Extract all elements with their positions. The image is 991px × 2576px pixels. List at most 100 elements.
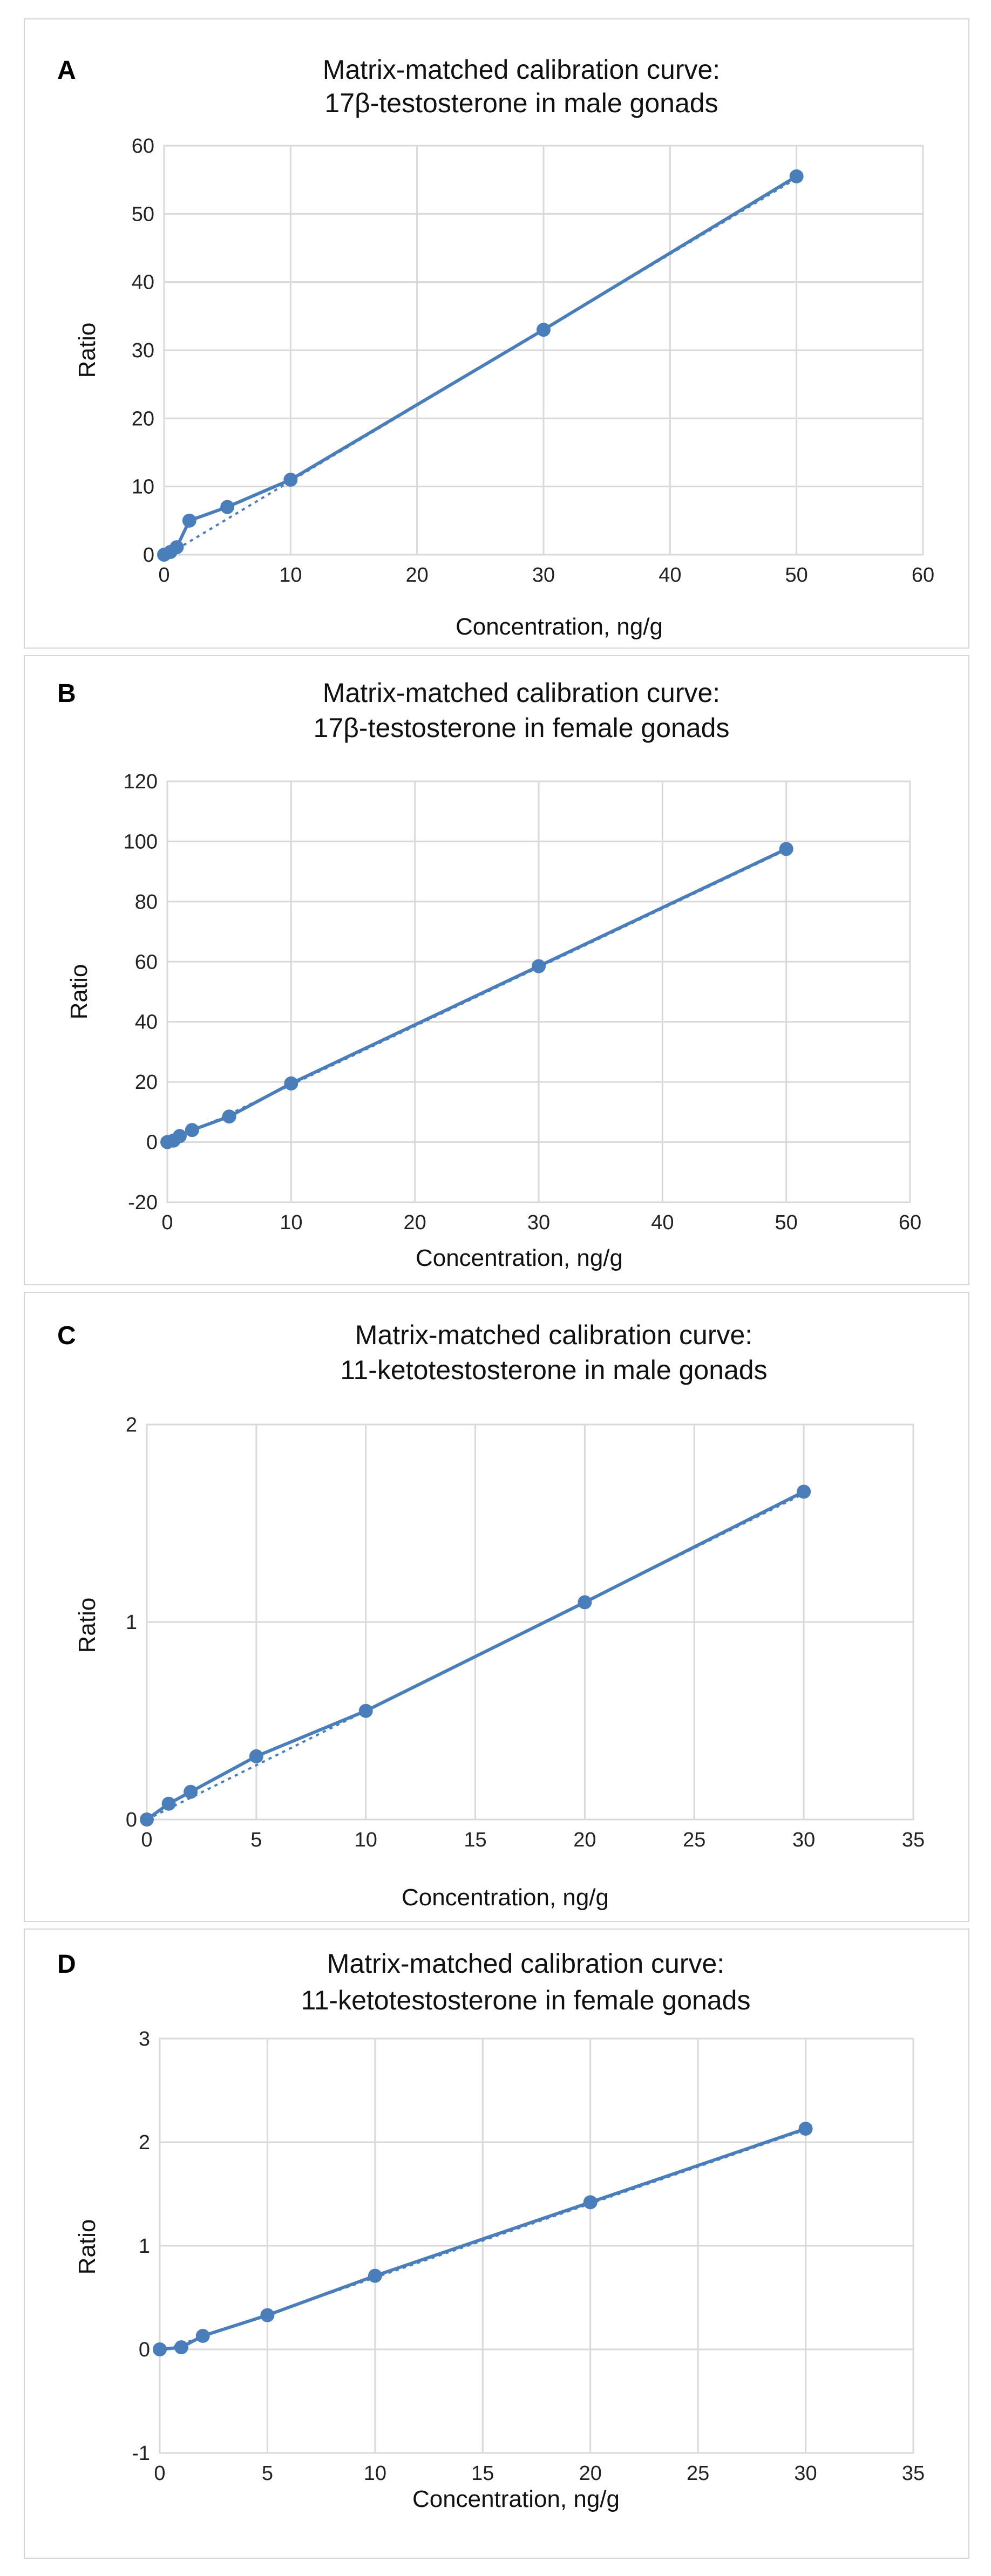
y-axis-label: Ratio [74,2219,100,2275]
chart-panel-d: D Matrix-matched calibration curve: 11-k… [24,1928,969,2559]
plot-border [166,780,911,1203]
x-tick-label: 0 [158,564,169,587]
y-tick-label: 30 [132,339,154,362]
x-tick-label: 20 [406,564,429,587]
data-point [220,500,235,514]
chart-c-svg: C Matrix-matched calibration curve: 11-k… [57,1320,925,1911]
panel-letter: D [57,1950,76,1979]
x-tick-label: 40 [651,1211,674,1234]
y-tick-label: 20 [135,1071,158,1094]
panel-letter: C [57,1321,76,1350]
data-point [578,1595,592,1610]
data-point [368,2268,382,2283]
x-tick-label: 10 [280,1211,302,1234]
data-point [358,1703,373,1718]
x-tick-label: 25 [683,1829,705,1851]
x-axis-label: Concentration, ng/g [416,1245,623,1271]
x-tick-label: 30 [794,2462,817,2485]
x-axis-label: Concentration, ng/g [412,2486,620,2512]
x-tick-label: 10 [279,564,302,587]
data-point [797,1484,811,1499]
y-tick-label: 80 [135,891,158,914]
plot-border [163,145,924,556]
chart-title-line-2: 11-ketotestosterone in female gonads [301,1985,751,2015]
chart-title-line-1: Matrix-matched calibration curve: [323,54,720,85]
y-tick-label: 3 [139,2028,150,2050]
chart-title-line-2: 11-ketotestosterone in male gonads [340,1355,767,1385]
data-point [161,1796,176,1811]
x-tick-label: 40 [659,564,681,587]
y-tick-label: 0 [146,1132,158,1154]
data-point [174,2340,188,2355]
chart-title-line-2: 17β-testosterone in female gonads [314,713,730,743]
x-tick-label: 30 [532,564,555,587]
data-point [140,1812,154,1827]
x-tick-label: 15 [464,1829,486,1851]
x-axis-label: Concentration, ng/g [456,614,663,640]
panel-letter: A [57,56,76,85]
data-point [284,1076,298,1091]
data-point [185,1123,199,1137]
x-tick-label: 35 [902,1829,925,1851]
plot-border [159,2037,914,2454]
chart-a-svg: A Matrix-matched calibration curve: 17β-… [57,54,934,640]
data-point [537,323,551,337]
chart-title-line-1: Matrix-matched calibration curve: [355,1320,752,1350]
y-tick-label: 2 [139,2131,150,2154]
y-tick-label: 50 [132,203,154,226]
y-tick-label: 40 [135,1011,158,1034]
y-tick-label: 60 [132,135,154,158]
y-tick-label: 2 [126,1414,137,1436]
data-point [283,473,298,487]
chart-d-svg: D Matrix-matched calibration curve: 11-k… [57,1948,925,2512]
data-point [169,540,184,555]
chart-panel-c: C Matrix-matched calibration curve: 11-k… [24,1292,969,1922]
x-tick-label: 60 [912,564,934,587]
data-point [779,842,793,856]
y-axis-label: Ratio [74,323,100,378]
x-tick-label: 20 [579,2462,602,2485]
plot-area: 0 5 10 15 20 25 30 35 0 1 2 [126,1414,925,1851]
plot-border [146,1423,914,1821]
x-tick-label: 10 [355,1829,377,1851]
chart-title-line-1: Matrix-matched calibration curve: [323,678,720,708]
data-point [798,2122,813,2136]
x-tick-label: 35 [902,2462,925,2485]
x-tick-label: 25 [687,2462,709,2485]
x-tick-label: 50 [775,1211,798,1234]
chart-b-svg: B Matrix-matched calibration curve: 17β-… [57,678,922,1271]
trendline [146,1493,805,1821]
y-tick-label: -20 [128,1191,158,1214]
y-tick-label: 20 [132,407,154,430]
x-tick-label: 15 [471,2462,494,2485]
series-line [167,847,787,1144]
data-point [789,169,804,183]
x-tick-label: 10 [364,2462,386,2485]
y-tick-label: 120 [124,771,158,793]
x-tick-label: 5 [262,2462,273,2485]
x-tick-label: 30 [527,1211,550,1234]
x-tick-label: 0 [154,2462,165,2485]
series-line [163,175,798,556]
chart-panel-b: B Matrix-matched calibration curve: 17β-… [24,655,969,1285]
data-point [583,2195,598,2210]
x-tick-label: 60 [899,1211,921,1234]
y-tick-label: 100 [124,830,158,853]
chart-title-line-1: Matrix-matched calibration curve: [327,1948,724,1979]
y-tick-label: 40 [132,271,154,294]
data-point [195,2329,210,2343]
data-point [260,2308,275,2322]
plot-area: 0 10 20 30 40 50 60 0 10 20 30 40 50 60 [132,135,934,587]
x-tick-label: 20 [573,1829,596,1851]
chart-title-line-2: 17β-testosterone in male gonads [324,88,718,118]
data-point [249,1749,263,1763]
data-point [184,1784,198,1799]
y-tick-label: 60 [135,951,158,973]
y-axis-label: Ratio [66,964,92,1020]
data-point [153,2342,167,2356]
y-tick-label: 10 [132,476,154,499]
x-tick-label: 0 [141,1829,152,1851]
data-point [532,959,546,973]
